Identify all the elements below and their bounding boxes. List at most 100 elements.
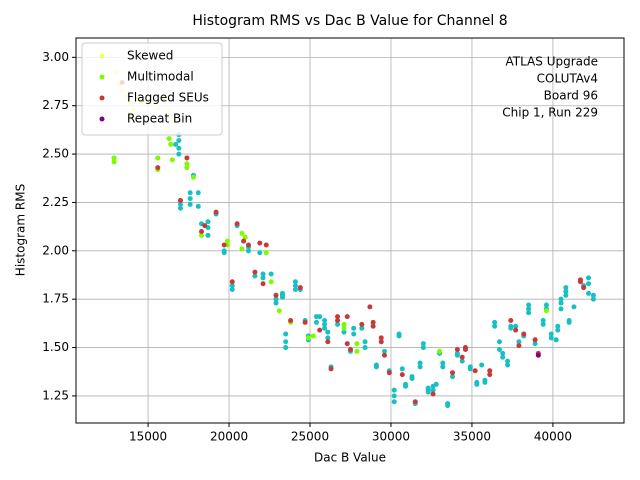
point [359, 321, 365, 327]
chart-title: Histogram RMS vs Dac B Value for Channel… [192, 13, 507, 29]
x-tick-label: 15000 [129, 430, 167, 444]
point [417, 360, 423, 366]
point [279, 294, 285, 300]
point [526, 310, 532, 316]
point [420, 345, 426, 351]
point [168, 141, 174, 147]
point [245, 248, 251, 254]
point [412, 399, 418, 405]
point [492, 323, 498, 329]
point [205, 232, 211, 238]
point [370, 323, 376, 329]
point [184, 155, 190, 161]
point [195, 203, 201, 209]
point [430, 387, 436, 393]
point [177, 201, 183, 207]
point [532, 341, 538, 347]
point [176, 151, 182, 157]
point [437, 348, 443, 354]
point [505, 362, 511, 368]
point [563, 285, 569, 291]
point [273, 300, 279, 306]
point [558, 306, 564, 312]
point [462, 346, 468, 352]
point [362, 345, 368, 351]
point [362, 339, 368, 345]
point [322, 317, 328, 323]
point [221, 242, 227, 248]
point [409, 376, 415, 382]
point [378, 335, 384, 341]
point [292, 279, 298, 285]
point [317, 327, 323, 333]
y-tick-label: 1.50 [42, 340, 69, 354]
point [268, 279, 274, 285]
point [351, 331, 357, 337]
point [239, 230, 245, 236]
point [496, 339, 502, 345]
point [496, 346, 502, 352]
point [310, 333, 316, 339]
point [276, 308, 282, 314]
x-axis-label: Dac B Value [314, 451, 386, 465]
point [166, 136, 172, 142]
point [454, 346, 460, 352]
point [454, 352, 460, 358]
point [335, 317, 341, 323]
point [563, 292, 569, 298]
point [479, 362, 485, 368]
legend-label: Repeat Bin [127, 112, 192, 126]
point [492, 319, 498, 325]
point [177, 198, 183, 204]
point [487, 372, 493, 378]
point [566, 319, 572, 325]
point [450, 374, 456, 380]
point [325, 339, 331, 345]
point [173, 141, 179, 147]
point [543, 308, 549, 314]
point [571, 304, 577, 310]
point [111, 159, 117, 165]
point [391, 387, 397, 393]
point [500, 350, 506, 356]
point [257, 250, 263, 256]
x-tick-label: 35000 [453, 430, 491, 444]
point [577, 279, 583, 285]
point [292, 287, 298, 293]
point [381, 348, 387, 354]
point [386, 370, 392, 376]
point [526, 302, 532, 308]
point [335, 321, 341, 327]
legend-marker [99, 74, 105, 80]
annotation: Chip 1, Run 229 [502, 106, 598, 120]
point [459, 354, 465, 360]
point [260, 281, 266, 287]
point [472, 368, 478, 374]
point [199, 232, 205, 238]
y-axis-label: Histogram RMS [14, 184, 28, 276]
point [229, 279, 235, 285]
point [586, 290, 592, 296]
point [202, 223, 208, 229]
point [508, 325, 514, 331]
point [283, 339, 289, 345]
point [257, 240, 263, 246]
point [221, 250, 227, 256]
point [263, 242, 269, 248]
point [543, 302, 549, 308]
point [292, 283, 298, 289]
point [508, 317, 514, 323]
point [467, 366, 473, 372]
point [500, 354, 506, 360]
point [283, 331, 289, 337]
point [513, 327, 519, 333]
x-tick-label: 25000 [291, 430, 329, 444]
point [526, 306, 532, 312]
point [176, 138, 182, 144]
point [187, 190, 193, 196]
point [548, 331, 554, 337]
annotation: COLUTAv4 [537, 72, 598, 86]
point [297, 285, 303, 291]
x-tick-label: 40000 [534, 430, 572, 444]
